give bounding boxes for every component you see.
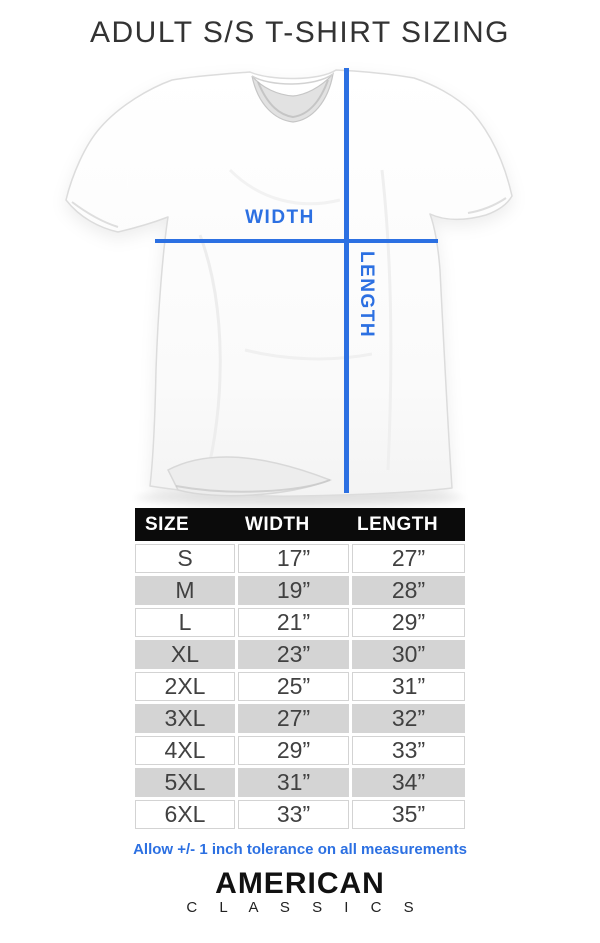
size-cell: 5XL [135, 768, 235, 797]
width-cell: 29” [238, 736, 349, 765]
size-cell: 6XL [135, 800, 235, 829]
length-cell: 30” [352, 640, 465, 669]
table-row: 6XL 33” 35” [135, 800, 465, 829]
brand-name: AMERICAN [215, 867, 385, 900]
length-cell: 27” [352, 544, 465, 573]
header-cell-width: WIDTH [245, 513, 310, 535]
tshirt-graphic [65, 69, 513, 507]
size-table: SIZE WIDTH LENGTH S 17” 27” M 19” 28” L … [135, 508, 465, 829]
width-cell: 25” [238, 672, 349, 701]
table-row: XL 23” 30” [135, 640, 465, 669]
table-header: SIZE WIDTH LENGTH [135, 508, 465, 541]
length-cell: 28” [352, 576, 465, 605]
width-cell: 27” [238, 704, 349, 733]
table-row: 5XL 31” 34” [135, 768, 465, 797]
size-cell: XL [135, 640, 235, 669]
length-cell: 31” [352, 672, 465, 701]
length-cell: 32” [352, 704, 465, 733]
length-cell: 29” [352, 608, 465, 637]
header-cell-length: LENGTH [357, 513, 439, 535]
width-cell: 33” [238, 800, 349, 829]
width-measure-line [155, 239, 438, 243]
width-cell: 17” [238, 544, 349, 573]
length-measure-line [344, 68, 349, 493]
size-cell: M [135, 576, 235, 605]
tolerance-note: Allow +/- 1 inch tolerance on all measur… [133, 841, 467, 858]
table-row: S 17” 27” [135, 544, 465, 573]
header-cell-size: SIZE [145, 513, 190, 535]
length-cell: 34” [352, 768, 465, 797]
table-row: 4XL 29” 33” [135, 736, 465, 765]
page-title: ADULT S/S T-SHIRT SIZING [90, 16, 510, 49]
table-row: L 21” 29” [135, 608, 465, 637]
table-row: 2XL 25” 31” [135, 672, 465, 701]
table-row: 3XL 27” 32” [135, 704, 465, 733]
table-body: S 17” 27” M 19” 28” L 21” 29” XL 23” 30”… [135, 544, 465, 829]
width-cell: 31” [238, 768, 349, 797]
size-cell: 4XL [135, 736, 235, 765]
size-cell: 3XL [135, 704, 235, 733]
width-cell: 21” [238, 608, 349, 637]
size-cell: L [135, 608, 235, 637]
width-cell: 19” [238, 576, 349, 605]
table-row: M 19” 28” [135, 576, 465, 605]
tshirt-diagram: WIDTH LENGTH [0, 50, 600, 510]
length-cell: 33” [352, 736, 465, 765]
size-cell: 2XL [135, 672, 235, 701]
brand-logo: AMERICAN C L A S S I C S [0, 868, 600, 916]
size-cell: S [135, 544, 235, 573]
width-cell: 23” [238, 640, 349, 669]
brand-subname: C L A S S I C S [186, 898, 423, 916]
length-label: LENGTH [356, 251, 377, 339]
length-cell: 35” [352, 800, 465, 829]
width-label: WIDTH [245, 207, 315, 228]
